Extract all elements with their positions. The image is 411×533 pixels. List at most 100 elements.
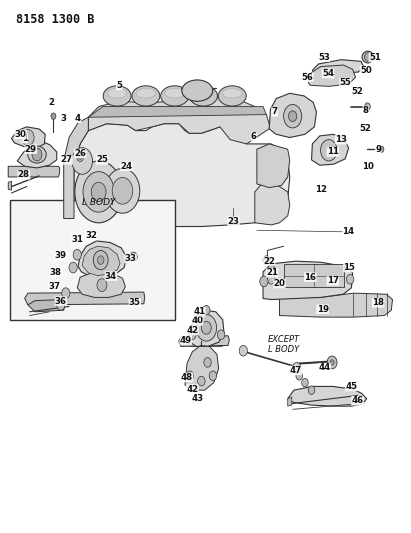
Text: 14: 14 [342,228,355,236]
Polygon shape [78,241,127,277]
Circle shape [189,330,196,340]
Circle shape [217,330,225,340]
Circle shape [268,274,275,284]
Circle shape [239,345,247,356]
Circle shape [93,251,108,270]
Text: 27: 27 [60,156,73,164]
Polygon shape [28,300,65,312]
Polygon shape [12,127,45,148]
Circle shape [97,256,104,264]
Ellipse shape [161,86,189,106]
Circle shape [75,161,122,223]
Polygon shape [8,181,12,190]
Text: 52: 52 [360,125,372,133]
Text: 4: 4 [75,114,81,123]
Polygon shape [312,60,364,76]
Circle shape [321,140,337,161]
Ellipse shape [103,86,131,106]
Text: 36: 36 [55,297,67,305]
Text: 21: 21 [266,269,278,277]
Text: 45: 45 [345,382,358,391]
Text: 55: 55 [339,78,351,87]
Text: 39: 39 [55,252,67,260]
Circle shape [73,249,81,260]
Text: 31: 31 [71,236,83,244]
Text: 42: 42 [186,326,199,335]
Polygon shape [263,261,353,300]
Text: 12: 12 [314,185,327,193]
Ellipse shape [218,86,246,106]
Circle shape [57,300,65,310]
Ellipse shape [136,88,156,98]
Polygon shape [255,181,290,225]
Circle shape [83,172,114,212]
Text: EXCEPT
L BODY: EXCEPT L BODY [268,335,300,354]
Polygon shape [308,65,356,86]
Ellipse shape [222,88,242,98]
Text: 42: 42 [186,385,199,393]
Circle shape [79,155,82,159]
Text: 15: 15 [344,263,355,272]
Circle shape [302,378,308,387]
Circle shape [203,305,210,315]
Text: L BODY: L BODY [82,198,115,207]
Text: 46: 46 [351,397,364,405]
Text: 9: 9 [375,145,381,154]
Text: 8: 8 [363,106,369,115]
Circle shape [284,104,302,128]
Polygon shape [74,124,290,227]
Polygon shape [64,117,88,219]
Circle shape [296,372,302,380]
Text: 32: 32 [85,231,97,240]
Text: 28: 28 [18,171,30,179]
Ellipse shape [194,88,213,98]
Text: 41: 41 [193,308,206,316]
Circle shape [260,276,268,287]
Circle shape [201,321,211,334]
Text: 33: 33 [125,254,137,263]
Circle shape [289,111,297,122]
Polygon shape [82,246,120,276]
Text: 50: 50 [360,66,372,75]
Polygon shape [269,93,316,138]
Text: 44: 44 [319,364,331,372]
Text: 52: 52 [352,87,363,96]
Text: 26: 26 [74,149,86,158]
Circle shape [379,146,384,152]
Circle shape [263,256,270,264]
Text: 7: 7 [272,108,277,116]
Ellipse shape [189,86,217,106]
Text: 25: 25 [96,156,108,164]
Text: 1: 1 [22,134,28,143]
Text: 30: 30 [15,130,26,139]
Text: 48: 48 [181,373,193,382]
Ellipse shape [107,88,127,98]
Text: 53: 53 [318,53,330,61]
Text: 37: 37 [48,282,60,291]
Text: 40: 40 [191,317,203,325]
Ellipse shape [165,88,185,98]
Text: 11: 11 [327,148,339,156]
Text: 47: 47 [290,366,302,375]
Text: 5: 5 [116,81,122,90]
Text: 56: 56 [302,73,313,82]
Bar [284,264,344,287]
Polygon shape [88,96,270,144]
Ellipse shape [362,51,374,63]
Polygon shape [257,144,290,188]
Circle shape [330,360,334,365]
Text: 17: 17 [327,277,339,285]
Text: 13: 13 [335,135,347,144]
Circle shape [365,53,371,61]
Polygon shape [179,336,229,346]
Text: 29: 29 [25,145,37,154]
Polygon shape [77,272,125,297]
Ellipse shape [132,86,160,106]
Circle shape [204,358,211,367]
Circle shape [72,148,92,174]
Text: 6: 6 [251,133,257,141]
Ellipse shape [28,146,46,163]
Circle shape [69,262,77,273]
Polygon shape [185,345,219,390]
Text: 51: 51 [369,53,381,62]
